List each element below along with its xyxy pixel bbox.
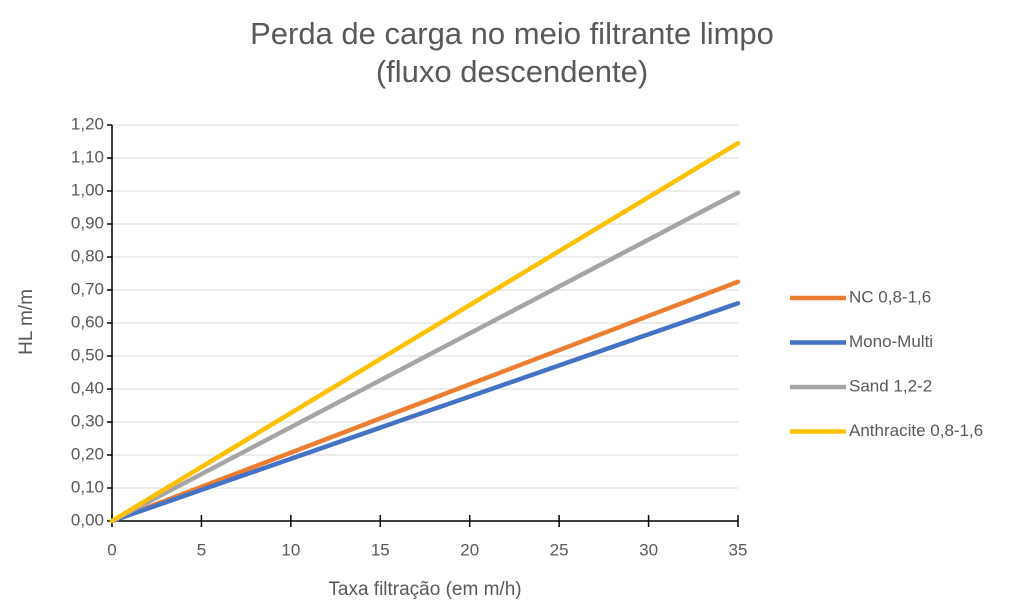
legend-label: Mono-Multi bbox=[849, 332, 933, 351]
y-tick-label: 0,60 bbox=[71, 312, 104, 331]
x-tick-label: 15 bbox=[371, 540, 390, 559]
series-line bbox=[109, 140, 741, 524]
series-line bbox=[109, 279, 741, 524]
x-tick-label: 35 bbox=[729, 540, 748, 559]
y-tick-label: 0,90 bbox=[71, 213, 104, 232]
series-line bbox=[109, 190, 741, 524]
x-tick-label: 0 bbox=[107, 540, 116, 559]
y-tick-label: 0,50 bbox=[71, 345, 104, 364]
y-tick-label: 1,20 bbox=[71, 114, 104, 133]
y-tick-label: 0,30 bbox=[71, 411, 104, 430]
y-tick-label: 0,10 bbox=[71, 477, 104, 496]
x-axis-label: Taxa filtração (em m/h) bbox=[328, 579, 521, 600]
x-tick-label: 20 bbox=[460, 540, 479, 559]
y-tick-label: 0,00 bbox=[71, 510, 104, 529]
legend-label: Anthracite 0,8-1,6 bbox=[849, 421, 983, 440]
x-tick-label: 30 bbox=[639, 540, 658, 559]
chart-title: (fluxo descendente) bbox=[376, 54, 648, 89]
y-tick-label: 1,00 bbox=[71, 180, 104, 199]
y-tick-label: 0,70 bbox=[71, 279, 104, 298]
x-tick-label: 10 bbox=[281, 540, 300, 559]
x-tick-label: 25 bbox=[550, 540, 569, 559]
series-line bbox=[109, 300, 741, 524]
y-tick-label: 0,40 bbox=[71, 378, 104, 397]
chart-title: Perda de carga no meio filtrante limpo bbox=[250, 16, 774, 51]
y-axis-label: HL m/m bbox=[16, 289, 37, 355]
x-tick-label: 5 bbox=[197, 540, 206, 559]
legend-label: Sand 1,2-2 bbox=[849, 376, 932, 395]
y-tick-label: 1,10 bbox=[71, 147, 104, 166]
y-tick-label: 0,20 bbox=[71, 444, 104, 463]
legend-label: NC 0,8-1,6 bbox=[849, 287, 931, 306]
y-tick-label: 0,80 bbox=[71, 246, 104, 265]
